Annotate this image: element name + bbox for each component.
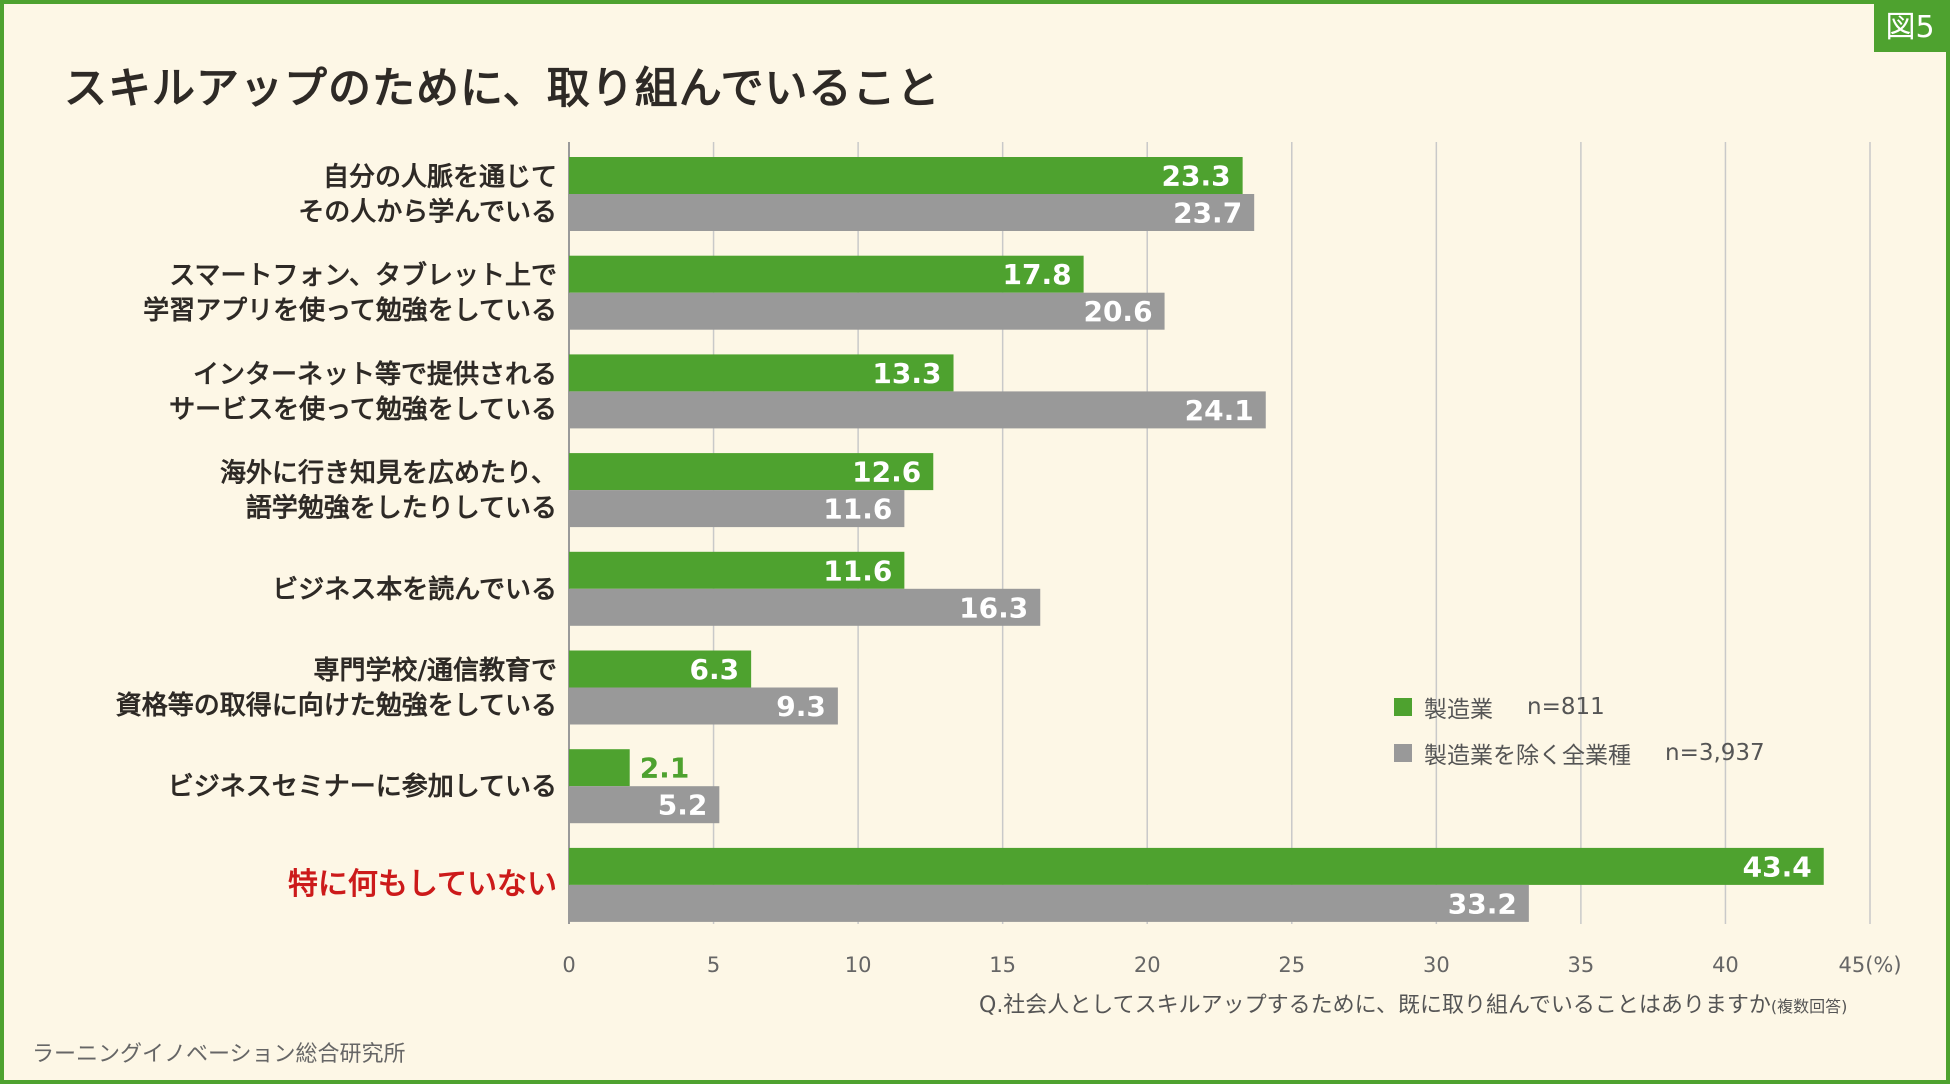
category-label: 自分の人脈を通じて xyxy=(323,162,557,193)
data-label: 17.8 xyxy=(1003,258,1072,291)
category-label: 学習アプリを使って勉強をしている xyxy=(143,295,557,326)
bar xyxy=(569,292,1165,330)
legend-label-manufacturing: 製造業 xyxy=(1424,697,1493,723)
data-label: 23.3 xyxy=(1162,160,1231,193)
bar xyxy=(569,255,1084,293)
data-label: 24.1 xyxy=(1185,394,1254,427)
legend-label-all-industries: 製造業を除く全業種 xyxy=(1424,743,1631,769)
data-label: 6.3 xyxy=(690,653,740,686)
legend: 製造業 n=811 製造業を除く全業種 n=3,937 xyxy=(1394,684,1765,776)
data-label: 23.7 xyxy=(1173,197,1242,230)
chart-title: スキルアップのために、取り組んでいること xyxy=(64,64,941,114)
data-label: 20.6 xyxy=(1083,295,1152,328)
bar xyxy=(569,194,1255,231)
figure-number-badge: 図5 xyxy=(1874,4,1946,52)
category-label: 語学勉強をしたりしている xyxy=(246,493,557,524)
bar xyxy=(569,884,1529,922)
x-tick-label: 10 xyxy=(845,953,872,977)
source-credit: ラーニングイノベーション総合研究所 xyxy=(32,1042,406,1067)
bar xyxy=(569,157,1243,194)
data-label: 16.3 xyxy=(959,591,1028,624)
survey-question-text: Q.社会人としてスキルアップするために、既に取り組んでいることはありますか xyxy=(979,993,1771,1018)
category-label: スマートフォン、タブレット上で xyxy=(169,260,557,291)
bar xyxy=(569,687,838,725)
x-tick-label: 40 xyxy=(1712,953,1739,977)
x-tick-label: 15 xyxy=(989,953,1016,977)
legend-item-manufacturing: 製造業 n=811 xyxy=(1394,684,1765,730)
category-label: ビジネス本を読んでいる xyxy=(272,574,557,605)
bar xyxy=(569,588,1041,626)
category-label: 特に何もしていない xyxy=(288,867,557,902)
x-tick-label: 0 xyxy=(562,953,575,977)
legend-swatch-manufacturing xyxy=(1394,698,1412,716)
data-label: 11.6 xyxy=(823,554,892,587)
category-label: ビジネスセミナーに参加している xyxy=(168,771,557,802)
x-tick-label: 20 xyxy=(1134,953,1161,977)
category-label: 資格等の取得に向けた勉強をしている xyxy=(116,690,557,721)
data-label: 12.6 xyxy=(852,456,921,489)
survey-question: Q.社会人としてスキルアップするために、既に取り組んでいることはありますか(複数… xyxy=(979,987,1847,1019)
category-label: 専門学校/通信教育で xyxy=(314,655,558,686)
bar xyxy=(569,354,954,392)
data-label: 13.3 xyxy=(872,357,941,390)
data-label: 9.3 xyxy=(776,690,826,723)
survey-question-note: (複数回答) xyxy=(1770,997,1848,1016)
bar xyxy=(569,786,720,824)
bar xyxy=(569,453,934,491)
category-label: サービスを使って勉強をしている xyxy=(169,395,557,425)
category-label: インターネット等で提供される xyxy=(193,359,557,390)
data-label: 33.2 xyxy=(1448,887,1517,920)
legend-n-manufacturing: n=811 xyxy=(1527,694,1605,720)
x-tick-label: 25 xyxy=(1278,953,1305,977)
data-label: 2.1 xyxy=(640,752,690,785)
bar xyxy=(569,650,752,688)
x-tick-label: 35 xyxy=(1568,953,1595,977)
x-tick-label: 45(%) xyxy=(1838,953,1901,977)
x-tick-label: 5 xyxy=(707,953,720,977)
bar xyxy=(569,847,1824,885)
data-label: 11.6 xyxy=(823,493,892,526)
bar xyxy=(569,490,905,528)
legend-swatch-all-industries xyxy=(1394,744,1412,762)
x-tick-label: 30 xyxy=(1423,953,1450,977)
bar xyxy=(569,391,1266,429)
category-label: その人から学んでいる xyxy=(298,197,557,228)
bar-chart: 0 5 10 15 20 25 30 35 40 45(%) 自分の人脈を通じてその人から学んでいる… xyxy=(116,142,1902,977)
bar xyxy=(569,749,630,787)
bar xyxy=(569,551,905,589)
data-label: 5.2 xyxy=(658,789,708,822)
legend-item-all-industries: 製造業を除く全業種 n=3,937 xyxy=(1394,730,1765,776)
data-label: 43.4 xyxy=(1743,850,1812,883)
legend-n-all-industries: n=3,937 xyxy=(1665,740,1765,766)
category-label: 海外に行き知見を広めたり、 xyxy=(220,458,557,489)
